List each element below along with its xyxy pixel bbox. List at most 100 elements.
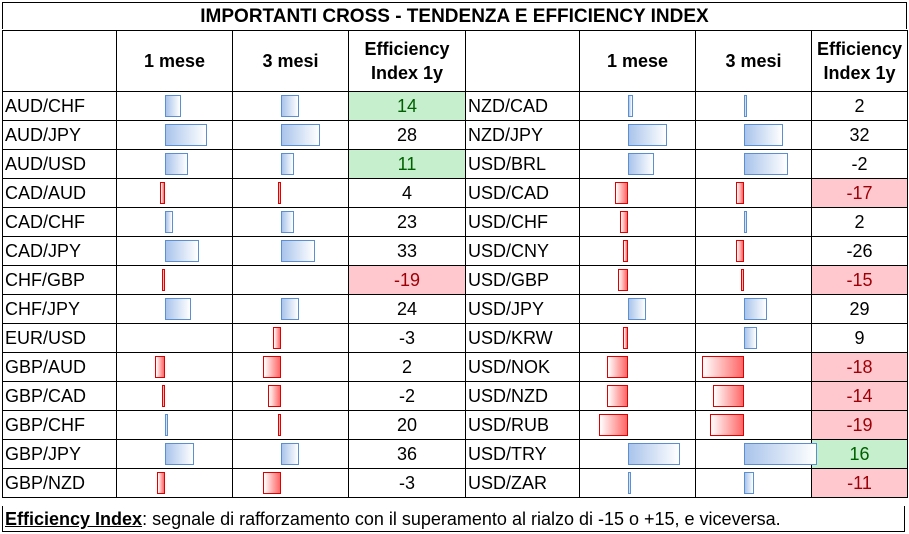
trend-3-mesi-cell [695, 352, 812, 382]
table-row: CAD/JPY 33 USD/CNY -26 [2, 236, 908, 266]
header-3-mesi-right: 3 mesi [695, 30, 812, 92]
positive-trend-bar [628, 443, 680, 465]
trend-3-mesi-cell [695, 120, 812, 150]
trend-1-mese-cell [116, 265, 233, 295]
positive-trend-bar [165, 124, 207, 146]
trend-1-mese-cell [116, 381, 233, 411]
table-row: GBP/CAD -2 USD/NZD -14 [2, 381, 908, 411]
trend-1-mese-cell [116, 468, 233, 498]
efficiency-index-cell: -15 [811, 265, 908, 295]
efficiency-index-cell: 9 [811, 323, 908, 353]
positive-trend-bar [165, 298, 191, 320]
trend-1-mese-cell [116, 207, 233, 237]
trend-1-mese-cell [579, 294, 696, 324]
table-row: CAD/AUD 4 USD/CAD -17 [2, 178, 908, 208]
trend-3-mesi-cell [695, 439, 817, 469]
efficiency-index-cell: 20 [348, 410, 466, 440]
trend-3-mesi-cell [695, 323, 812, 353]
positive-trend-bar [165, 240, 199, 262]
positive-trend-bar [281, 95, 300, 117]
table-row: GBP/JPY 36 USD/TRY 16 [2, 439, 908, 469]
negative-trend-bar [710, 414, 744, 436]
efficiency-index-cell: -11 [811, 468, 908, 498]
trend-1-mese-cell [579, 149, 696, 179]
pair-cell: USD/CAD [465, 178, 580, 208]
positive-trend-bar [744, 124, 783, 146]
efficiency-index-cell: -26 [811, 236, 908, 266]
trend-3-mesi-cell [232, 178, 349, 208]
positive-trend-bar [165, 443, 194, 465]
pair-cell: AUD/CHF [2, 91, 117, 121]
efficiency-index-cell: 2 [811, 91, 908, 121]
trend-3-mesi-cell [232, 352, 349, 382]
trend-1-mese-cell [579, 91, 696, 121]
pair-cell: CAD/CHF [2, 207, 117, 237]
negative-trend-bar [162, 385, 165, 407]
positive-trend-bar [628, 124, 667, 146]
trend-3-mesi-cell [232, 236, 349, 266]
trend-1-mese-cell [579, 178, 696, 208]
negative-trend-bar [162, 269, 165, 291]
negative-trend-bar [262, 472, 281, 494]
efficiency-index-cell: 32 [811, 120, 908, 150]
trend-3-mesi-cell [232, 468, 349, 498]
trend-3-mesi-cell [695, 265, 812, 295]
efficiency-index-cell: 2 [348, 352, 466, 382]
positive-trend-bar [281, 124, 320, 146]
header-efficiency-right: Efficiency Index 1y [811, 30, 908, 92]
negative-trend-bar [599, 414, 628, 436]
table-title: IMPORTANTI CROSS - TENDENZA E EFFICIENCY… [2, 2, 907, 29]
efficiency-index-cell: -2 [348, 381, 466, 411]
pair-cell: USD/NZD [465, 381, 580, 411]
trend-1-mese-cell [579, 120, 696, 150]
trend-3-mesi-cell [695, 207, 812, 237]
trend-1-mese-cell [116, 294, 233, 324]
trend-3-mesi-cell [695, 149, 812, 179]
header-1-mese-right: 1 mese [579, 30, 696, 92]
efficiency-index-cell: -14 [811, 381, 908, 411]
pair-cell: USD/BRL [465, 149, 580, 179]
table-row: EUR/USD -3 USD/KRW 9 [2, 323, 908, 353]
negative-trend-bar [741, 269, 744, 291]
trend-3-mesi-cell [232, 410, 349, 440]
pair-cell: CHF/JPY [2, 294, 117, 324]
positive-trend-bar [165, 211, 173, 233]
efficiency-index-cell: 28 [348, 120, 466, 150]
negative-trend-bar [712, 385, 744, 407]
pair-cell: USD/ZAR [465, 468, 580, 498]
positive-trend-bar [281, 211, 294, 233]
pair-cell: USD/CNY [465, 236, 580, 266]
header-pair-right [465, 30, 580, 92]
efficiency-index-cell: -18 [811, 352, 908, 382]
pair-cell: GBP/CHF [2, 410, 117, 440]
negative-trend-bar [607, 356, 628, 378]
positive-trend-bar [628, 153, 654, 175]
pair-cell: CAD/AUD [2, 178, 117, 208]
trend-3-mesi-cell [232, 381, 349, 411]
trend-1-mese-cell [116, 236, 233, 266]
negative-trend-bar [617, 269, 628, 291]
efficiency-index-cell: 11 [348, 149, 466, 179]
negative-trend-bar [278, 414, 281, 436]
pair-cell: GBP/AUD [2, 352, 117, 382]
pair-cell: USD/JPY [465, 294, 580, 324]
positive-trend-bar [628, 95, 634, 117]
pair-cell: AUD/JPY [2, 120, 117, 150]
trend-1-mese-cell [579, 352, 696, 382]
negative-trend-bar [620, 211, 628, 233]
negative-trend-bar [736, 182, 744, 204]
pair-cell: GBP/CAD [2, 381, 117, 411]
header-row: 1 mese 3 mesi Efficiency Index 1y 1 mese … [2, 30, 908, 92]
pair-cell: USD/CHF [465, 207, 580, 237]
pair-cell: USD/GBP [465, 265, 580, 295]
trend-1-mese-cell [579, 410, 696, 440]
efficiency-index-cell: -19 [348, 265, 466, 295]
table-row: CHF/GBP -19 USD/GBP -15 [2, 265, 908, 295]
trend-3-mesi-cell [232, 294, 349, 324]
trend-3-mesi-cell [695, 381, 812, 411]
table-row: GBP/AUD 2 USD/NOK -18 [2, 352, 908, 382]
pair-cell: GBP/NZD [2, 468, 117, 498]
efficiency-index-cell: 4 [348, 178, 466, 208]
positive-trend-bar [628, 298, 647, 320]
trend-3-mesi-cell [232, 149, 349, 179]
